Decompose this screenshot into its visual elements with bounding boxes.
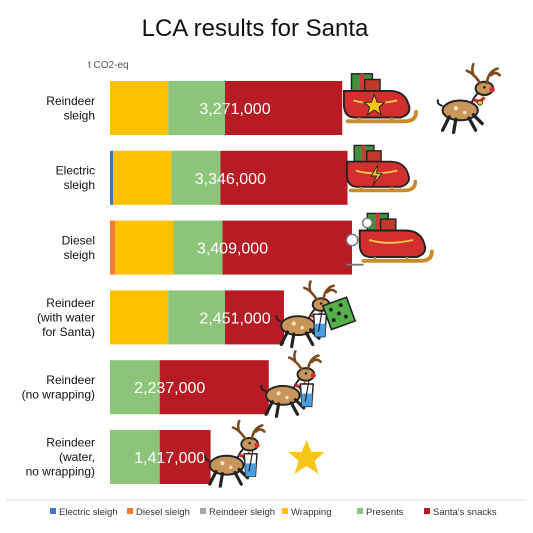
category-label: Reindeer sleigh — [46, 94, 95, 123]
bar-segment — [159, 360, 269, 415]
bar-segment — [225, 290, 284, 345]
category-label: Reindeer (with water for Santa) — [37, 296, 95, 339]
total-label: 2,237,000 — [134, 380, 205, 397]
reindeer-icon — [436, 62, 502, 135]
category-label: Electric sleigh — [56, 164, 95, 193]
total-label: 3,346,000 — [195, 171, 266, 188]
legend-swatch — [200, 508, 206, 514]
total-label: 3,271,000 — [199, 101, 270, 118]
bar-segment — [115, 220, 174, 275]
legend-swatch — [50, 508, 56, 514]
legend-label: Santa's snacks — [433, 507, 497, 518]
bar-segment — [110, 220, 116, 275]
total-label: 3,409,000 — [197, 241, 268, 258]
total-label: 2,451,000 — [199, 310, 270, 327]
legend-swatch — [357, 508, 363, 514]
chart-title: LCA results for Santa — [142, 15, 369, 42]
legend-label: Presents — [366, 507, 404, 518]
water-glass-icon — [243, 448, 258, 477]
bar-segment — [168, 290, 225, 345]
water-glass-icon — [299, 379, 314, 408]
sleigh-icon — [346, 144, 418, 193]
legend-label: Wrapping — [291, 507, 332, 518]
bars-group — [110, 81, 352, 484]
bar-segment — [171, 150, 221, 205]
bar-segment — [113, 150, 172, 205]
water-glass-icon — [312, 309, 328, 338]
legend-label: Electric sleigh — [59, 507, 118, 518]
legend-item: Presents — [357, 507, 404, 518]
bar-segment — [159, 430, 211, 484]
decorations — [204, 62, 502, 488]
legend: Electric sleigh Diesel sleigh Reindeer sle… — [50, 507, 497, 518]
star-icon — [288, 440, 325, 474]
category-labels: Reindeer sleigh Electric sleigh Diesel sleigh… — [22, 94, 95, 479]
total-labels: 3,271,000 3,346,000 3,409,000 2,451,000 2,23… — [134, 101, 271, 467]
bar-segment — [168, 81, 225, 135]
legend-label: Diesel sleigh — [136, 507, 190, 518]
bar-segment — [110, 360, 160, 415]
bar-segment — [110, 81, 169, 135]
bar-segment — [225, 81, 343, 135]
legend-swatch — [282, 508, 288, 514]
legend-item: Reindeer sleigh — [200, 507, 275, 518]
category-label: Reindeer (no wrapping) — [22, 373, 95, 402]
legend-item: Wrapping — [282, 507, 332, 518]
legend-item: Electric sleigh — [50, 507, 118, 518]
category-label: Diesel sleigh — [62, 233, 95, 262]
sleigh-icon — [345, 212, 434, 266]
legend-label: Reindeer sleigh — [209, 507, 275, 518]
unit-label: t CO2-eq — [88, 60, 129, 71]
legend-item: Santa's snacks — [424, 507, 497, 518]
bar-segment — [173, 220, 223, 275]
present-icon — [321, 296, 357, 331]
category-label: Reindeer (water, no wrapping) — [26, 436, 95, 479]
reindeer-icon — [204, 419, 266, 488]
sleigh-icon — [342, 73, 419, 124]
bar-segment — [222, 220, 352, 275]
bar-segment — [110, 150, 114, 205]
bar-segment — [110, 290, 169, 345]
bar-segment — [110, 430, 160, 484]
bar-segment — [220, 150, 348, 205]
legend-item: Diesel sleigh — [127, 507, 190, 518]
legend-swatch — [424, 508, 430, 514]
total-label: 1,417,000 — [134, 450, 205, 467]
legend-swatch — [127, 508, 133, 514]
